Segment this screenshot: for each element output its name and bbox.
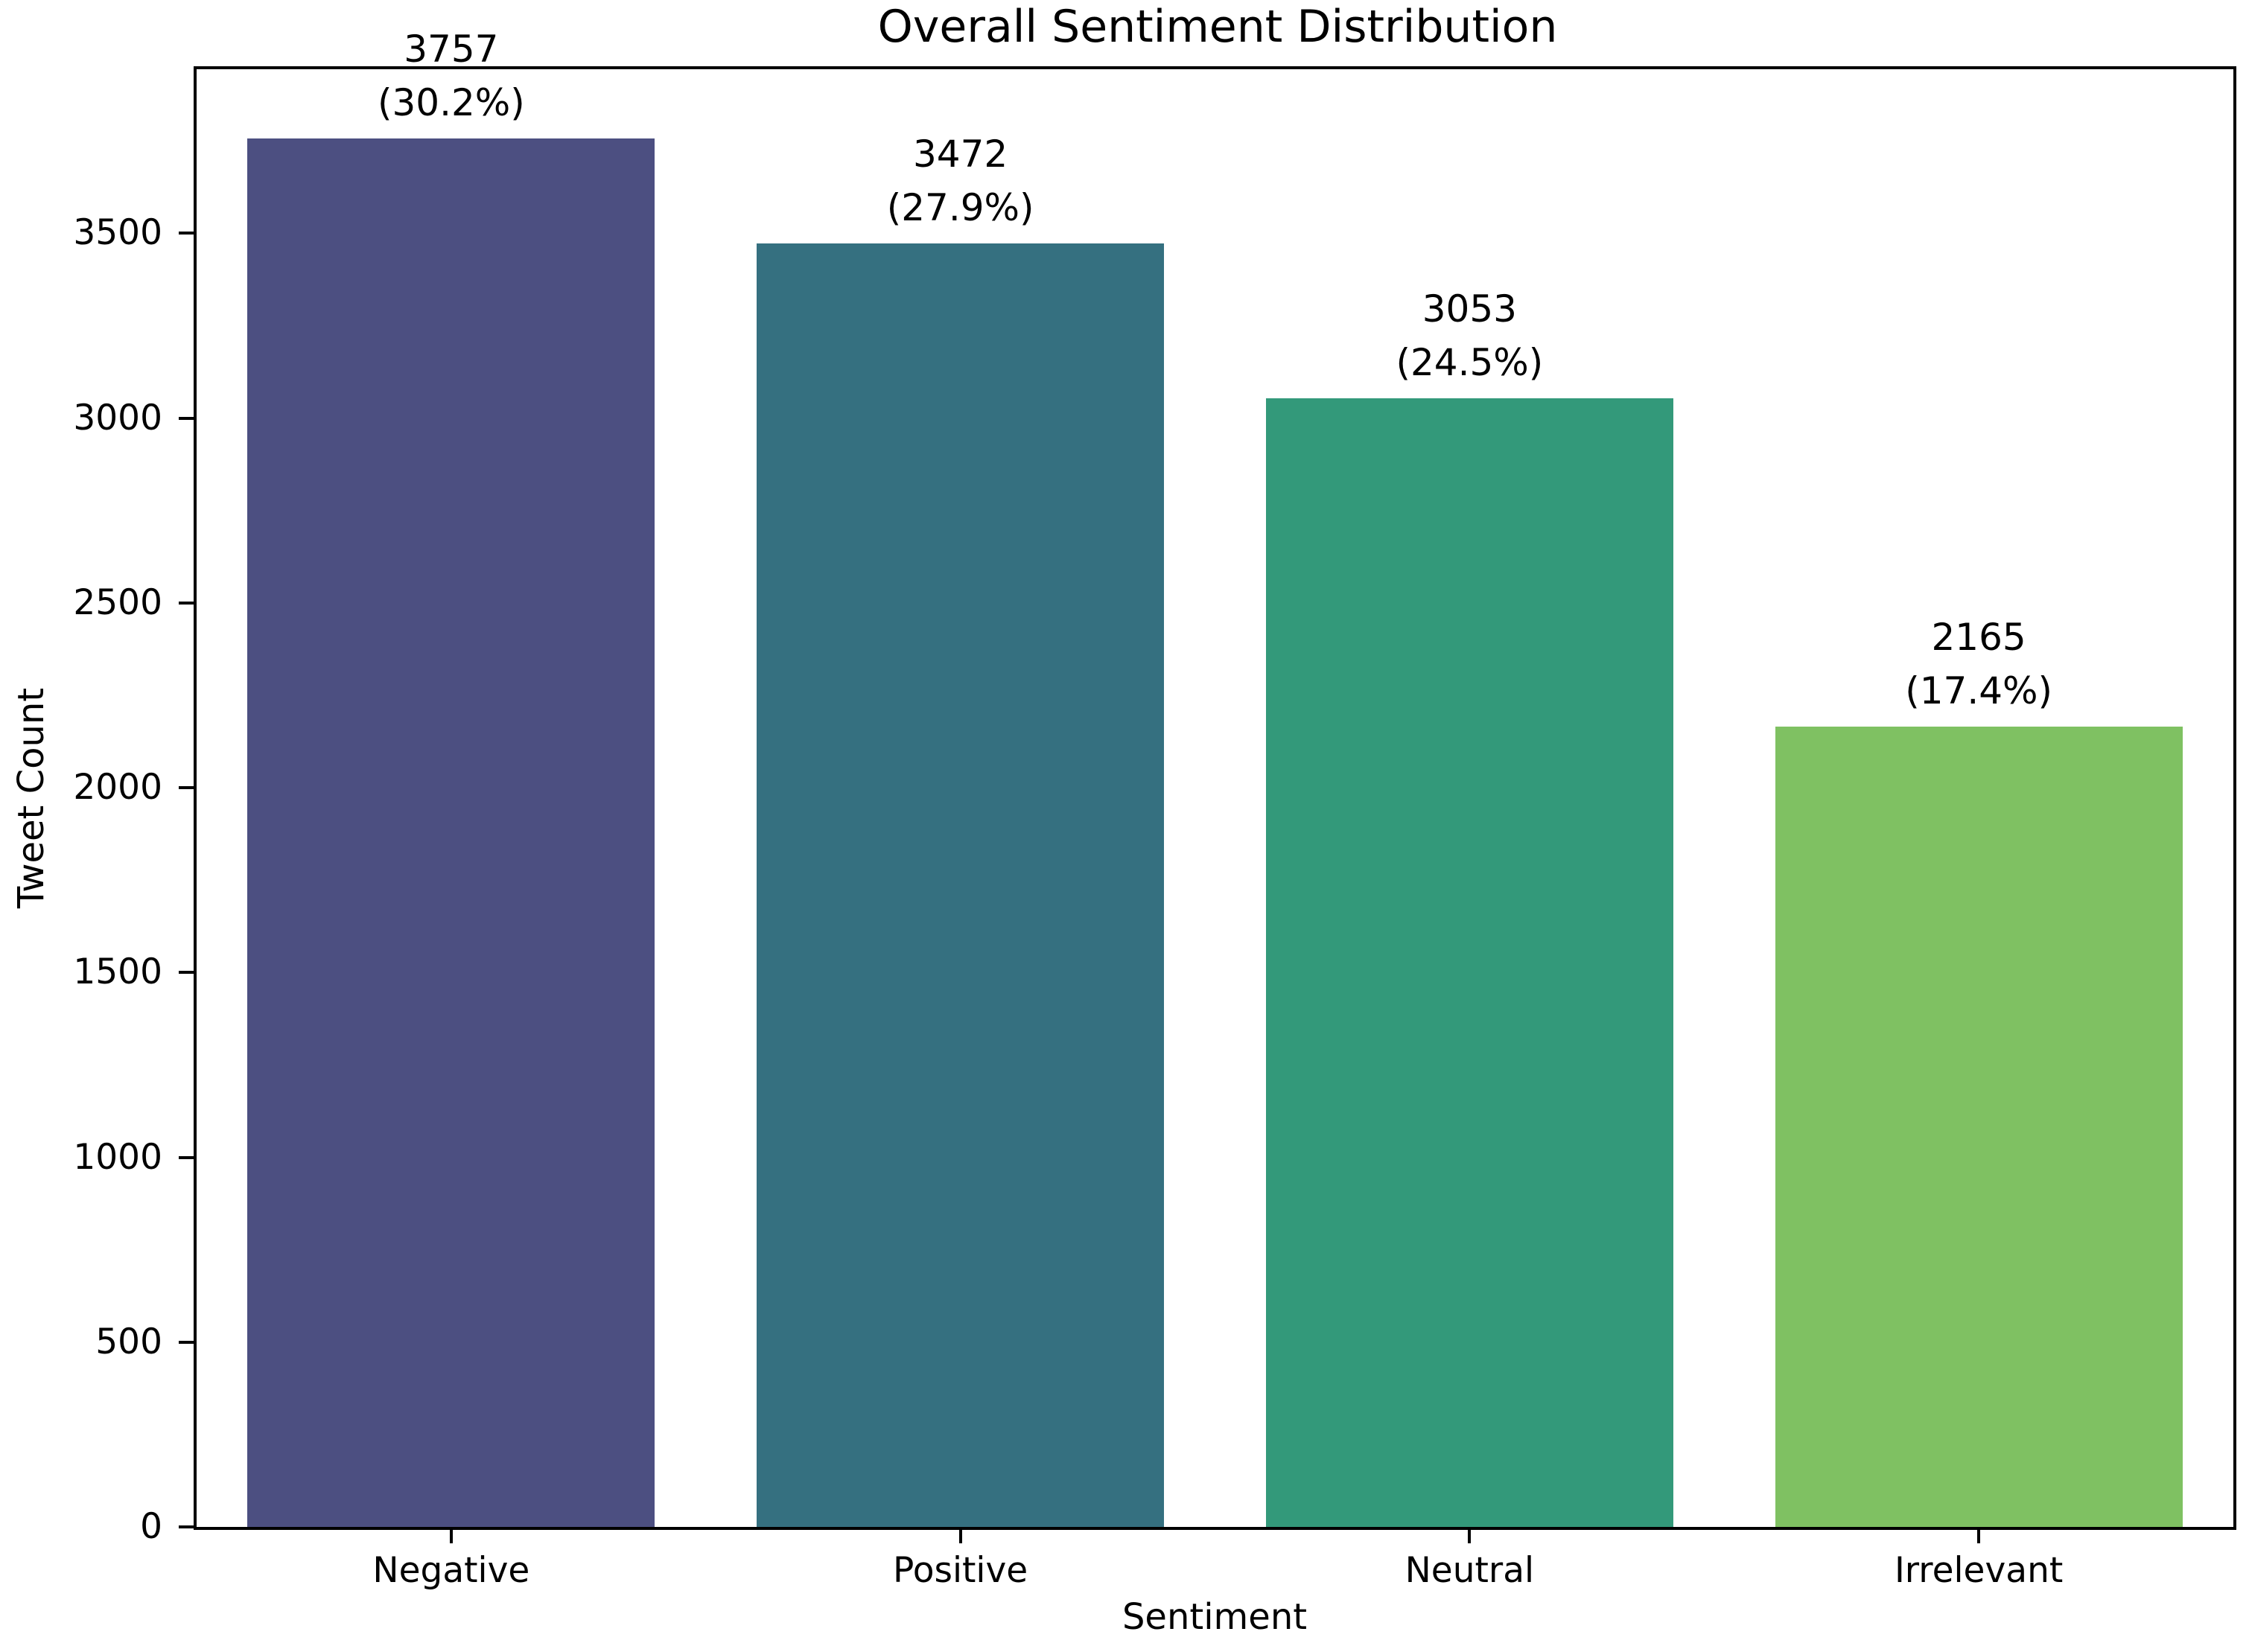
bar-label-negative: 3757 (30.2%) <box>378 22 525 130</box>
x-axis-label: Sentiment <box>1122 1596 1308 1638</box>
bar-value: 2165 <box>1931 616 2026 660</box>
y-tick-mark <box>179 1340 194 1344</box>
bar-label-positive: 3472 (27.9%) <box>887 127 1034 235</box>
y-tick-label: 0 <box>140 1506 162 1547</box>
x-tick-mark <box>1468 1530 1472 1543</box>
y-tick-mark <box>179 416 194 420</box>
bar-irrelevant <box>1775 727 2183 1527</box>
x-tick-mark <box>1977 1530 1981 1543</box>
y-tick-label: 1500 <box>73 951 162 993</box>
y-tick-label: 2000 <box>73 767 162 809</box>
bar-label-irrelevant: 2165 (17.4%) <box>1905 610 2052 718</box>
y-tick-mark <box>179 601 194 605</box>
y-tick-mark <box>179 1155 194 1159</box>
y-tick-label: 3000 <box>73 397 162 438</box>
bar-neutral <box>1265 398 1673 1527</box>
x-tick-label-positive: Positive <box>893 1550 1028 1591</box>
bar-value: 3053 <box>1422 287 1517 331</box>
x-tick-label-neutral: Neutral <box>1405 1550 1535 1591</box>
x-tick-label-negative: Negative <box>372 1550 530 1591</box>
y-tick-mark <box>179 786 194 790</box>
x-tick-mark <box>958 1530 962 1543</box>
y-tick-mark <box>179 232 194 235</box>
bar-percent: (17.4%) <box>1905 669 2053 713</box>
bar-negative <box>247 138 655 1527</box>
plot-area <box>194 66 2236 1530</box>
bar-positive <box>757 243 1165 1527</box>
y-tick-label: 2500 <box>73 581 162 623</box>
bar-percent: (27.9%) <box>886 186 1034 230</box>
bar-value: 3472 <box>912 133 1008 176</box>
y-tick-label: 500 <box>95 1321 162 1362</box>
y-axis-label: Tweet Count <box>10 687 52 909</box>
bar-percent: (24.5%) <box>1396 341 1544 385</box>
chart-title: Overall Sentiment Distribution <box>877 1 1558 53</box>
y-tick-label: 1000 <box>73 1136 162 1178</box>
y-tick-label: 3500 <box>73 212 162 254</box>
x-tick-mark <box>449 1530 453 1543</box>
y-tick-mark <box>179 971 194 975</box>
plot-inner <box>197 69 2233 1527</box>
bar-value: 3757 <box>404 27 499 71</box>
bar-percent: (30.2%) <box>377 80 525 124</box>
y-tick-mark <box>179 1525 194 1528</box>
x-tick-label-irrelevant: Irrelevant <box>1894 1550 2064 1591</box>
bar-label-neutral: 3053 (24.5%) <box>1396 282 1543 389</box>
